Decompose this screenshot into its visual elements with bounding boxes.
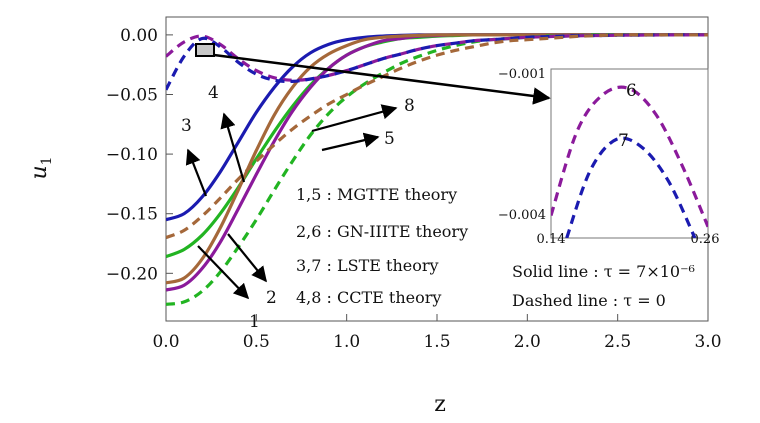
x-tick-label: 0.5 [243,332,270,352]
series-line-8 [166,33,708,240]
y-tick-label: −0.10 [106,145,158,165]
x-tick-label: 1.0 [333,332,360,352]
y-tick-label: −0.15 [106,205,158,225]
inset-frame [550,68,709,239]
y-tick-label: −0.20 [106,264,158,284]
arrow-curve-5 [321,132,380,152]
note-solid-line: Solid line : τ = 7×10⁻⁶ [512,262,695,281]
arrow-curve-4 [220,112,246,183]
inset-series-line-7 [565,136,697,238]
curve-label-2: 2 [266,288,277,308]
curve-label-4: 4 [208,83,219,103]
x-tick-label: 1.5 [423,332,450,352]
legend: 1,5 : MGTTE theory 2,6 : GN-IIITE theory… [296,185,468,307]
zoom-region-marker [195,43,215,57]
arrow-curve-3 [185,148,208,197]
x-tick-label: 3.0 [694,332,721,352]
inset-series-layer [551,85,708,238]
arrow-curve-8 [311,104,398,133]
y-tick-label: 0.00 [120,26,158,46]
x-axis: 0.0 0.5 1.0 1.5 2.0 2.5 3.0 [152,314,722,352]
curve-label-3: 3 [181,116,192,136]
y-axis-label: u1 [27,156,55,179]
y-axis: 0.00 −0.05 −0.10 −0.15 −0.20 [106,26,173,284]
x-tick-label: 2.0 [514,332,541,352]
inset-y-tick-bottom: −0.004 [498,208,546,223]
inset-y-tick-top: −0.001 [498,67,546,82]
legend-entry-2: 2,6 : GN-IIITE theory [296,222,468,241]
legend-entry-3: 3,7 : LSTE theory [296,256,439,275]
curve-label-8: 8 [404,96,415,116]
zoom-pointer-arrow [213,53,551,105]
inset-x-tick-right: 0.26 [691,232,720,247]
curve-label-1: 1 [249,312,260,332]
legend-entry-4: 4,8 : CCTE theory [296,288,441,307]
legend-entry-1: 1,5 : MGTTE theory [296,185,457,204]
arrow-curve-2 [227,233,267,283]
x-axis-label: z [434,392,446,417]
series-layer [166,33,708,306]
x-tick-label: 0.0 [152,332,179,352]
curve-label-5: 5 [384,129,395,149]
inset-curve-label-7: 7 [618,131,629,151]
arrow-curve-1 [197,245,250,300]
curve-arrows [185,104,398,300]
y-tick-label: −0.05 [106,85,158,105]
x-tick-label: 2.5 [604,332,631,352]
inset: −0.001 −0.004 0.14 0.26 6 7 [498,67,720,247]
inset-series-line-6 [551,85,708,228]
inset-x-tick-left: 0.14 [537,232,566,247]
note-dashed-line: Dashed line : τ = 0 [512,291,666,310]
inset-curve-label-6: 6 [626,81,637,101]
